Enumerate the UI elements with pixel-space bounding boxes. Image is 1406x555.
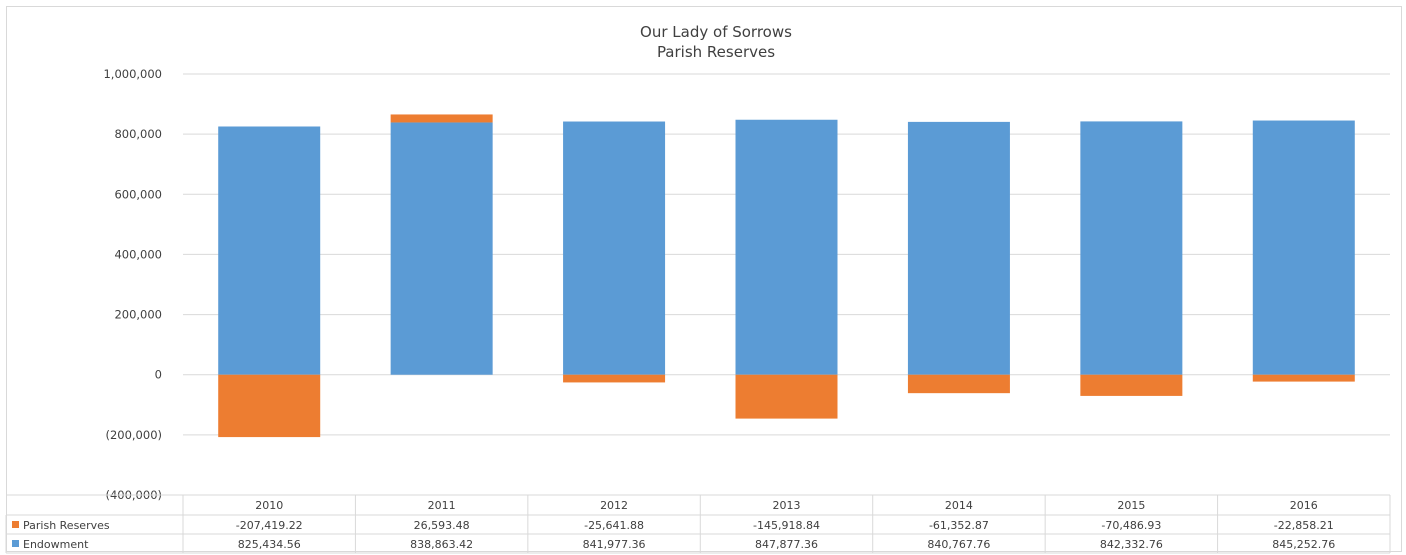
table-header-year: 2014 — [945, 499, 973, 512]
parish-reserves-bar-2011 — [390, 114, 493, 123]
table-header-year: 2016 — [1290, 499, 1318, 512]
legend-label: Endowment — [23, 538, 89, 551]
endowment-bar-2012 — [563, 121, 666, 375]
chart-frame — [6, 6, 1402, 552]
parish-reserves-legend-swatch — [12, 521, 19, 528]
table-cell: 840,767.76 — [927, 538, 990, 551]
y-tick-label: 400,000 — [114, 247, 162, 261]
table-cell: -61,352.87 — [929, 519, 989, 532]
table-cell: -70,486.93 — [1101, 519, 1161, 532]
bars — [218, 114, 1355, 438]
y-tick-label: 200,000 — [114, 308, 162, 322]
table-header-year: 2012 — [600, 499, 628, 512]
endowment-bar-2013 — [735, 119, 838, 375]
chart-subtitle: Parish Reserves — [657, 43, 775, 61]
table-cell: -25,641.88 — [584, 519, 644, 532]
endowment-bar-2010 — [218, 126, 321, 375]
endowment-bar-2014 — [907, 121, 1010, 375]
table-cell: -145,918.84 — [753, 519, 820, 532]
table-cell: 825,434.56 — [238, 538, 301, 551]
table-cell: 838,863.42 — [410, 538, 473, 551]
table-header-year: 2015 — [1117, 499, 1145, 512]
legend-label: Parish Reserves — [23, 519, 110, 532]
parish-reserves-bar-2015 — [1080, 374, 1183, 396]
gridlines — [183, 73, 1390, 436]
table-header-year: 2013 — [773, 499, 801, 512]
table-cell: 842,332.76 — [1100, 538, 1163, 551]
table-cell: -22,858.21 — [1274, 519, 1334, 532]
table-cell: 26,593.48 — [414, 519, 470, 532]
table-header-year: 2010 — [255, 499, 283, 512]
data-table: 2010 2011 2012 2013 2014 2015 2016 Parish Reser… — [5, 494, 1391, 554]
table-cell: 847,877.36 — [755, 538, 818, 551]
chart-title: Our Lady of Sorrows — [640, 23, 792, 41]
y-tick-label: 800,000 — [114, 127, 162, 141]
parish-reserves-bar-2014 — [907, 374, 1010, 394]
y-tick-label: 1,000,000 — [103, 67, 162, 81]
table-cell: -207,419.22 — [236, 519, 303, 532]
endowment-bar-2016 — [1252, 120, 1355, 375]
y-tick-label: 600,000 — [114, 187, 162, 201]
y-tick-label: 0 — [155, 368, 162, 382]
parish-reserves-bar-2010 — [218, 374, 321, 438]
y-axis-ticks: 1,000,000 800,000 600,000 400,000 200,000 0 (2… — [103, 67, 162, 502]
table-cell: 845,252.76 — [1272, 538, 1335, 551]
endowment-bar-2011 — [390, 122, 493, 375]
parish-reserves-bar-2012 — [563, 374, 666, 383]
endowment-bar-2015 — [1080, 121, 1183, 375]
parish-reserves-bar-2016 — [1252, 374, 1355, 382]
y-tick-label: (200,000) — [105, 428, 162, 442]
endowment-legend-swatch — [12, 540, 19, 547]
table-header-year: 2011 — [428, 499, 456, 512]
table-cell: 841,977.36 — [583, 538, 646, 551]
parish-reserves-bar-2013 — [735, 374, 838, 419]
